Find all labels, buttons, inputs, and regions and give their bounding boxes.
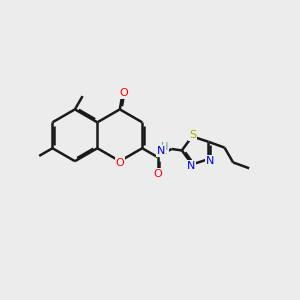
- Text: N: N: [206, 156, 214, 166]
- Text: N: N: [157, 146, 165, 156]
- Text: S: S: [189, 130, 196, 140]
- Text: O: O: [153, 169, 162, 179]
- Text: O: O: [120, 88, 128, 98]
- Text: O: O: [116, 158, 124, 168]
- Text: N: N: [186, 161, 195, 171]
- Text: H: H: [161, 142, 168, 152]
